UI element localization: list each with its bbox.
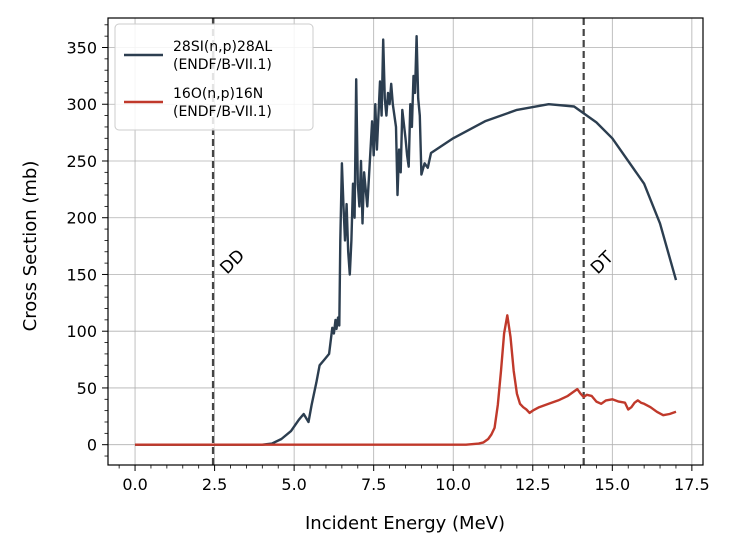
legend-library-28si: (ENDF/B-VII.1) [173, 57, 272, 73]
vline-label-dd: DD [216, 246, 249, 279]
x-tick-label: 10.0 [435, 475, 471, 494]
x-tick-label: 0.0 [122, 475, 147, 494]
y-tick-label: 100 [66, 322, 97, 341]
y-tick-label: 200 [66, 209, 97, 228]
x-axis-title: Incident Energy (MeV) [305, 513, 505, 534]
y-tick-label: 150 [66, 265, 97, 284]
x-tick-label: 5.0 [281, 475, 306, 494]
series-line-28si [135, 35, 678, 446]
legend-label-16o: 16O(n,p)16N [173, 86, 263, 102]
axis-ticks: 0.0 2.5 5.0 7.5 10.0 12.5 15.0 17.5 0 50 100 150 200… [66, 24, 710, 494]
legend: 28SI(n,p)28AL (ENDF/B-VII.1) 16O(n,p)16N… [114, 23, 314, 131]
vline-label-dt: DT [587, 247, 618, 278]
y-axis-title: Cross Section (mb) [20, 161, 41, 332]
y-tick-label: 350 [66, 39, 97, 58]
x-tick-label: 2.5 [202, 475, 227, 494]
y-tick-label: 250 [66, 152, 97, 171]
y-tick-label: 50 [77, 379, 97, 398]
x-tick-label: 15.0 [595, 475, 631, 494]
grid [108, 18, 703, 465]
legend-library-16o: (ENDF/B-VII.1) [173, 104, 272, 120]
y-tick-label: 0 [87, 436, 97, 455]
x-tick-label: 12.5 [515, 475, 551, 494]
y-tick-label: 300 [66, 95, 97, 114]
series-lines [135, 35, 678, 446]
x-tick-label: 7.5 [361, 475, 386, 494]
series-line-16o [135, 314, 677, 446]
legend-label-28si: 28SI(n,p)28AL [173, 39, 272, 55]
legend-box [114, 23, 314, 131]
x-tick-label: 17.5 [674, 475, 710, 494]
